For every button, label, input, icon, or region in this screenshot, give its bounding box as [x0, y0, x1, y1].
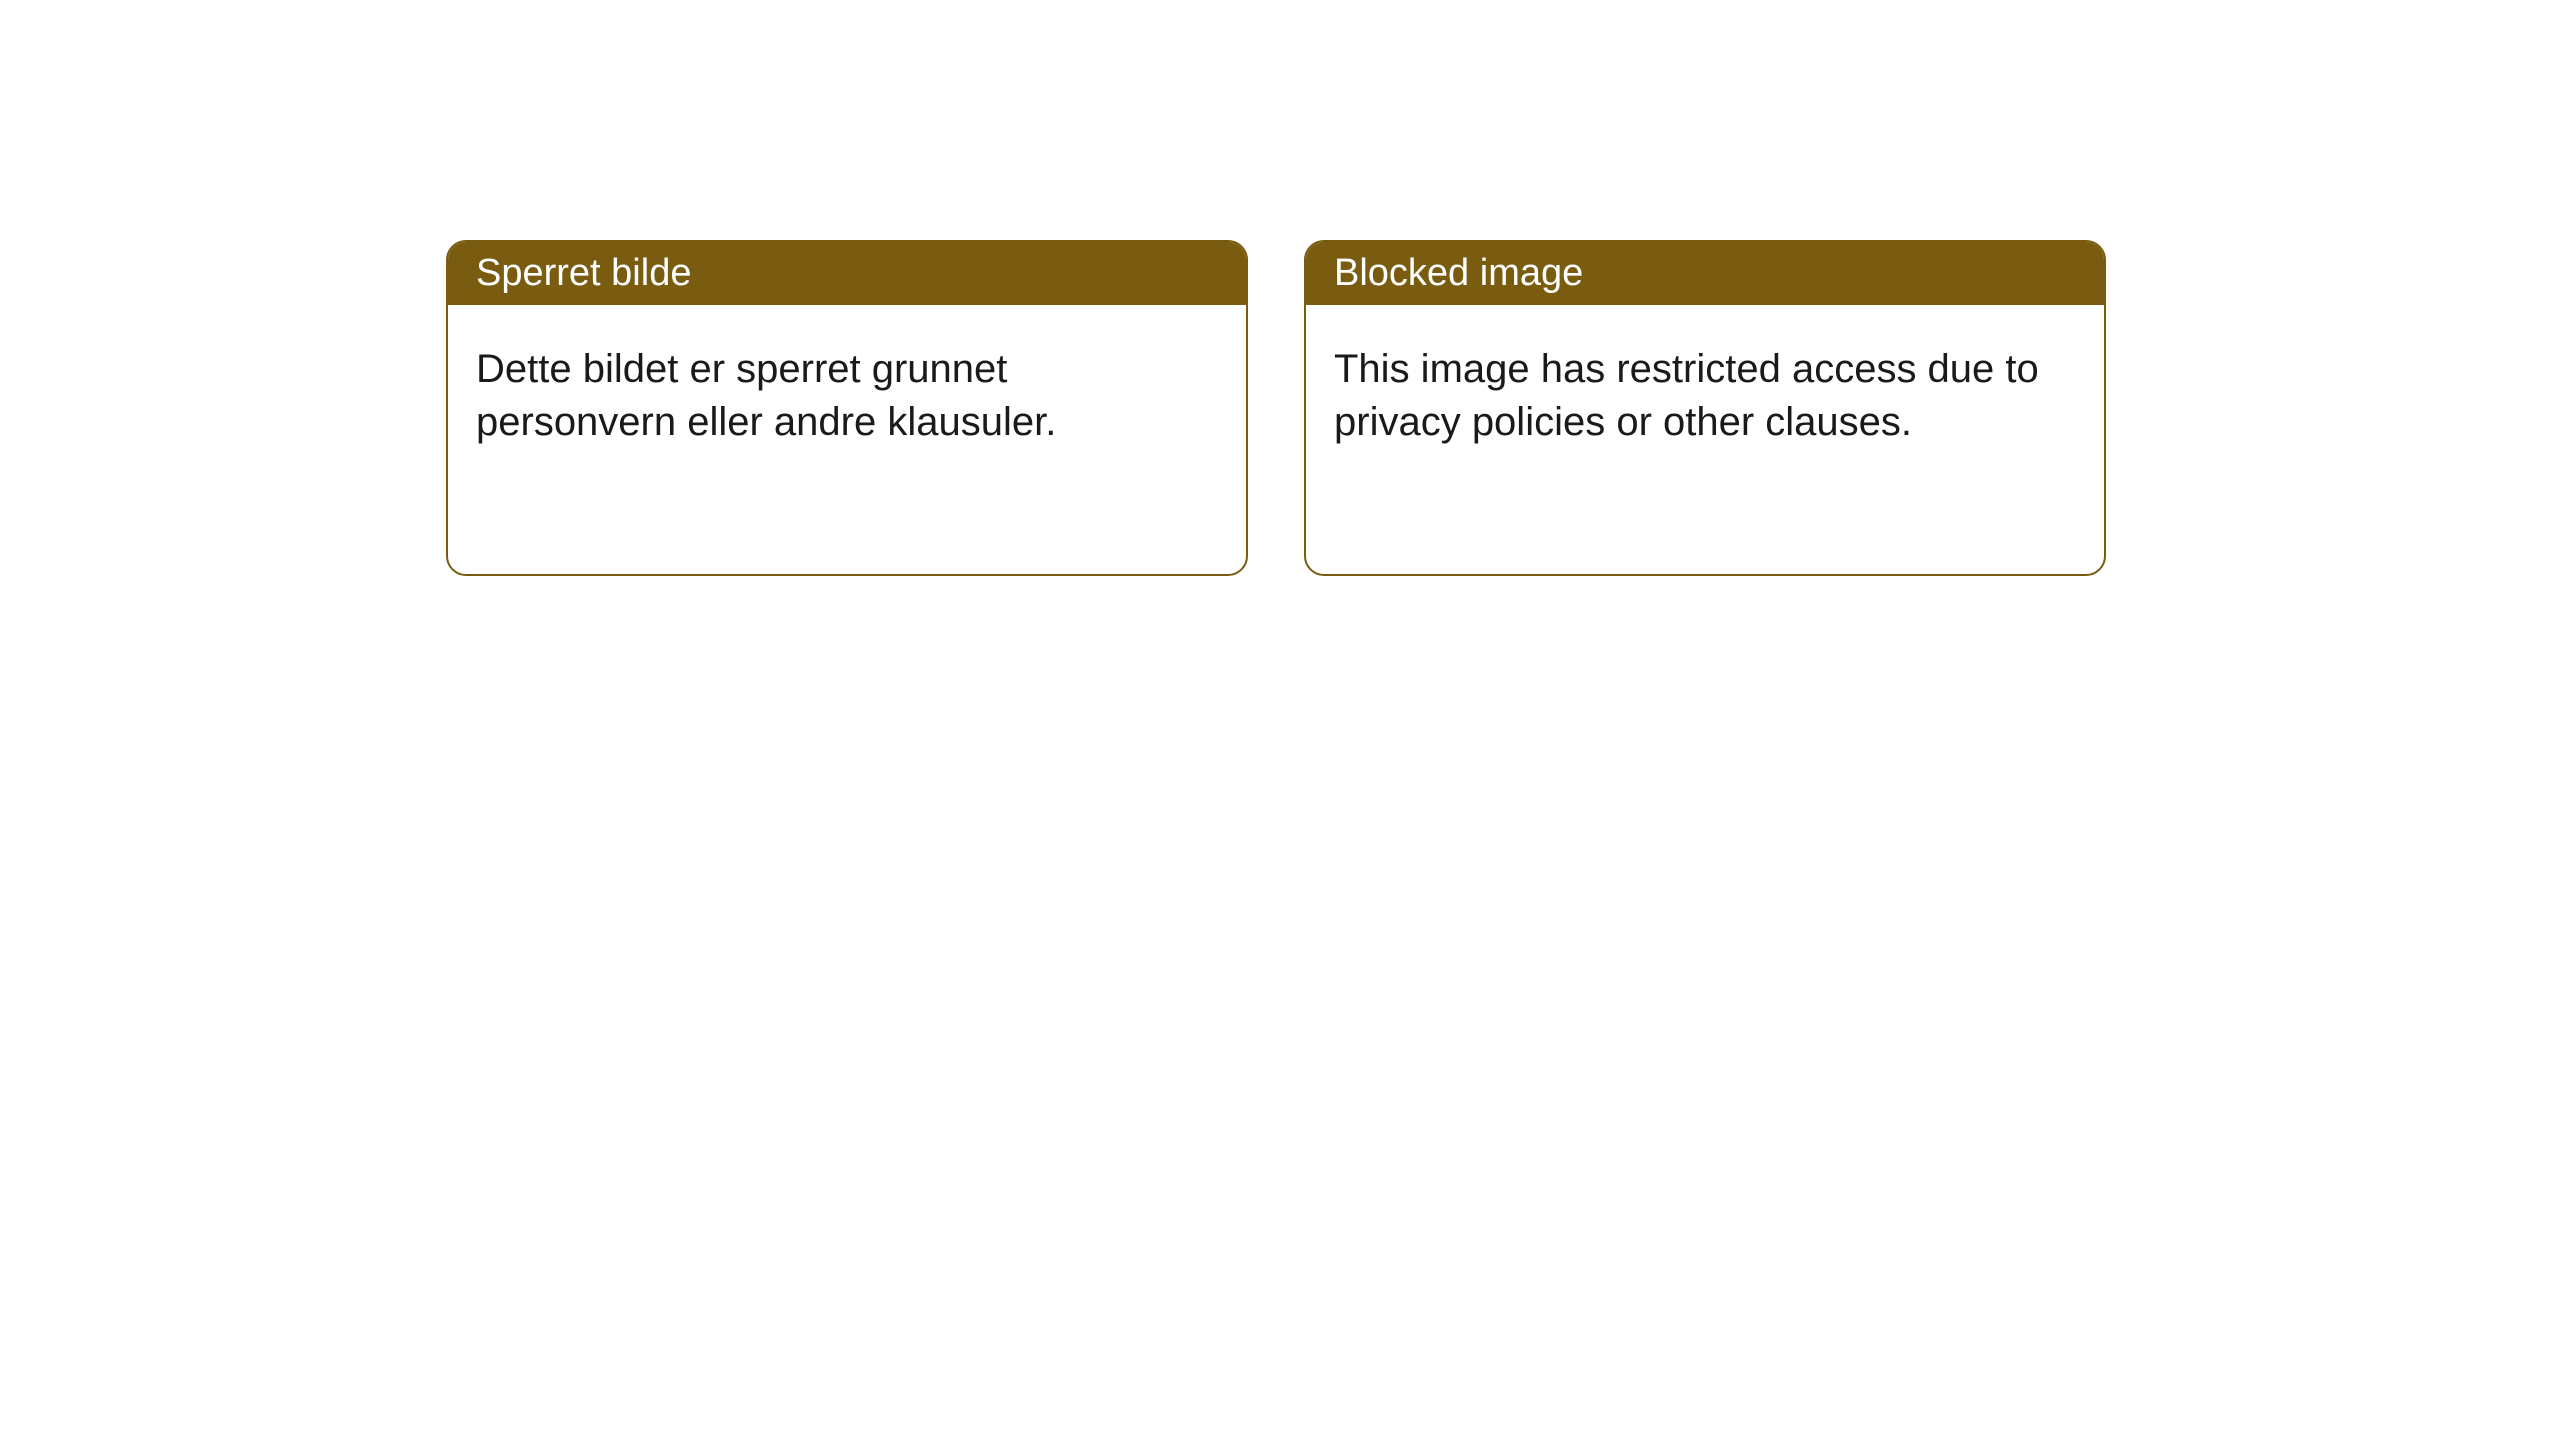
- card-title: Sperret bilde: [476, 252, 691, 294]
- card-message: Dette bildet er sperret grunnet personve…: [476, 347, 1056, 444]
- notice-container: Sperret bilde Dette bildet er sperret gr…: [0, 0, 2560, 576]
- card-message: This image has restricted access due to …: [1334, 347, 2039, 444]
- card-header: Blocked image: [1306, 242, 2104, 305]
- card-header: Sperret bilde: [448, 242, 1246, 305]
- card-title: Blocked image: [1334, 252, 1583, 294]
- card-body: This image has restricted access due to …: [1306, 305, 2104, 487]
- blocked-image-card-no: Sperret bilde Dette bildet er sperret gr…: [446, 240, 1248, 576]
- card-body: Dette bildet er sperret grunnet personve…: [448, 305, 1246, 487]
- blocked-image-card-en: Blocked image This image has restricted …: [1304, 240, 2106, 576]
